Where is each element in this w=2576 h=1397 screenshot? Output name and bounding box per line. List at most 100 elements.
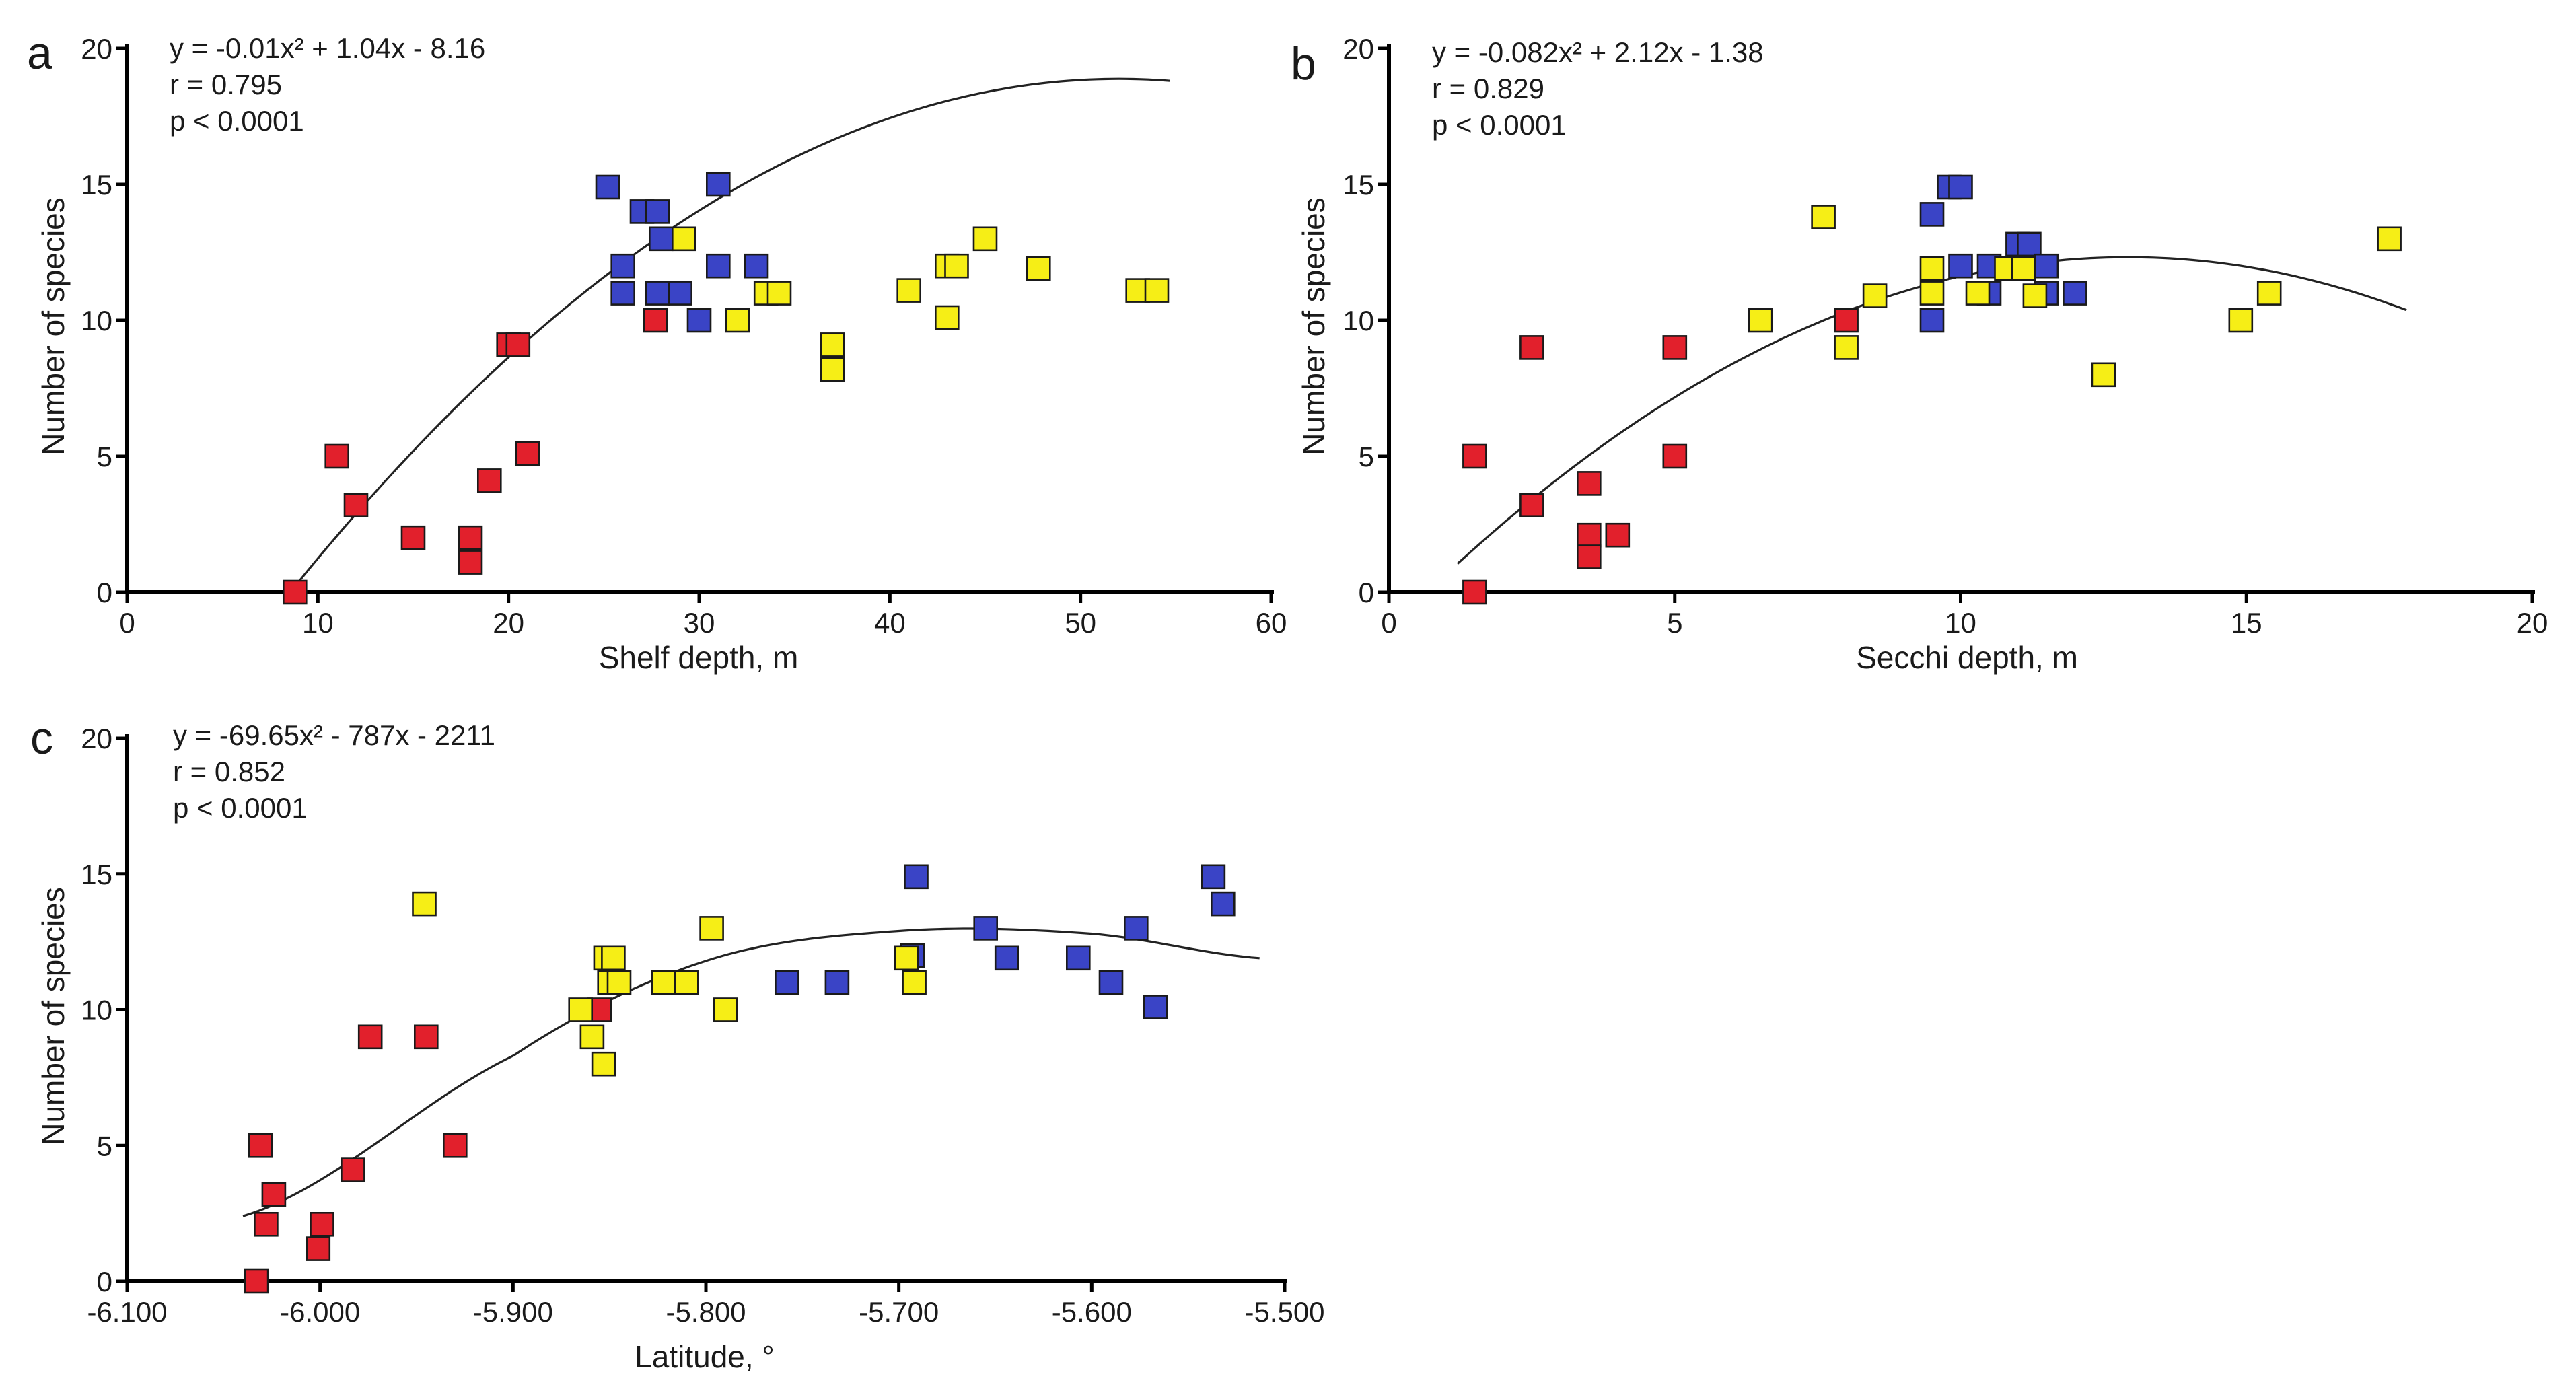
yellow-data-point — [1965, 281, 1991, 306]
red-data-point — [400, 525, 426, 550]
plot-area: 0 5 10 15 20 0 5 10 15 20 — [1343, 33, 2548, 639]
y-tick-label: 10 — [81, 305, 112, 336]
red-data-point — [1662, 443, 1688, 469]
red-data-point — [442, 1133, 468, 1158]
panel-b: b y = -0.082x² + 2.12x - 1.38 r = 0.829 … — [1291, 33, 2548, 675]
x-tick-label: 30 — [684, 607, 715, 639]
x-axis-title: Latitude, ° — [635, 1339, 775, 1374]
yellow-data-point — [2091, 362, 2116, 388]
red-data-point — [515, 441, 540, 466]
blue-data-point — [1211, 891, 1236, 917]
p-value: p < 0.0001 — [1432, 109, 1567, 141]
blue-data-point — [824, 970, 850, 995]
x-tick-label: 10 — [1945, 607, 1976, 639]
yellow-data-point — [412, 891, 437, 917]
x-axis-title: Shelf depth, m — [599, 640, 799, 675]
red-data-point — [1577, 544, 1602, 569]
blue-data-point — [610, 281, 636, 306]
yellow-data-point — [713, 997, 738, 1022]
yellow-data-point — [894, 945, 919, 971]
x-tick-label: 40 — [874, 607, 906, 639]
yellow-data-point — [1748, 308, 1773, 333]
red-data-point — [282, 579, 308, 605]
red-data-point — [357, 1024, 383, 1050]
x-tick-label: 5 — [1667, 607, 1682, 639]
y-tick-label: 20 — [1343, 33, 1374, 65]
y-tick-label: 5 — [97, 441, 112, 472]
correlation-coefficient: r = 0.852 — [173, 756, 285, 787]
blue-data-point — [595, 174, 620, 200]
red-data-point — [505, 332, 531, 357]
regression-curve — [242, 927, 1260, 1217]
red-data-point — [244, 1268, 269, 1294]
panel-letter: b — [1291, 38, 1316, 89]
yellow-data-point — [896, 278, 921, 303]
y-tick-label: 5 — [97, 1130, 112, 1161]
yellow-data-point — [902, 970, 927, 995]
red-data-point — [248, 1133, 273, 1158]
red-data-point — [1577, 522, 1602, 548]
red-data-point — [1519, 335, 1544, 360]
panel-c: c y = -69.65x² - 787x - 2211 r = 0.852 p… — [30, 713, 1325, 1374]
y-tick-label: 20 — [81, 33, 112, 65]
red-data-point — [310, 1212, 334, 1237]
yellow-data-point — [579, 1024, 605, 1050]
blue-data-point — [1066, 945, 1091, 971]
x-tick-label: 0 — [119, 607, 135, 639]
blue-data-point — [2017, 231, 2042, 257]
yellow-data-point — [1026, 256, 1051, 281]
p-value: p < 0.0001 — [173, 792, 308, 824]
x-tick-label: -5.900 — [473, 1296, 553, 1328]
blue-data-point — [1124, 916, 1149, 941]
yellow-data-point — [1919, 281, 1945, 306]
yellow-data-point — [606, 970, 632, 995]
yellow-data-point — [2011, 256, 2036, 281]
x-tick-label: -5.500 — [1244, 1296, 1324, 1328]
yellow-data-point — [2377, 226, 2402, 252]
x-tick-label: 0 — [1381, 607, 1396, 639]
yellow-data-point — [1811, 205, 1836, 229]
y-tick-label: 15 — [81, 169, 112, 201]
red-data-point — [1577, 471, 1602, 496]
x-axis-title: Secchi depth, m — [1856, 640, 2078, 675]
x-tick-label: 15 — [2231, 607, 2262, 639]
regression-curve — [292, 77, 1170, 589]
blue-data-point — [1948, 174, 1973, 200]
blue-data-point — [706, 253, 731, 279]
red-data-point — [1834, 308, 1859, 333]
x-tick-label: 50 — [1065, 607, 1096, 639]
blue-data-point — [645, 199, 670, 224]
blue-data-point — [904, 864, 929, 890]
x-tick-label: -6.000 — [280, 1296, 360, 1328]
yellow-data-point — [568, 997, 594, 1022]
red-data-point — [1519, 493, 1544, 518]
red-data-point — [306, 1236, 331, 1261]
yellow-data-point — [944, 253, 969, 279]
yellow-data-point — [766, 281, 792, 306]
y-tick-label: 10 — [81, 995, 112, 1026]
blue-data-point — [2063, 281, 2087, 306]
blue-data-point — [686, 308, 712, 333]
x-tick-label: 60 — [1256, 607, 1287, 639]
red-data-point — [476, 468, 502, 493]
blue-data-point — [645, 281, 670, 306]
y-tick-label: 10 — [1343, 305, 1374, 336]
y-tick-label: 0 — [97, 577, 112, 608]
panel-letter: a — [27, 28, 52, 79]
panel-letter: c — [30, 713, 53, 764]
yellow-data-point — [671, 226, 696, 252]
red-data-point — [1462, 443, 1487, 469]
yellow-data-point — [972, 226, 998, 252]
yellow-data-point — [725, 308, 750, 333]
blue-data-point — [1919, 308, 1945, 333]
red-data-point — [254, 1212, 279, 1237]
red-data-point — [643, 308, 668, 333]
blue-data-point — [1098, 970, 1124, 995]
x-tick-label: -6.100 — [87, 1296, 167, 1328]
regression-equation: y = -0.01x² + 1.04x - 8.16 — [170, 32, 485, 64]
y-tick-label: 0 — [1359, 577, 1374, 608]
blue-data-point — [973, 916, 998, 941]
blue-data-point — [706, 172, 731, 197]
blue-data-point — [1143, 995, 1168, 1019]
